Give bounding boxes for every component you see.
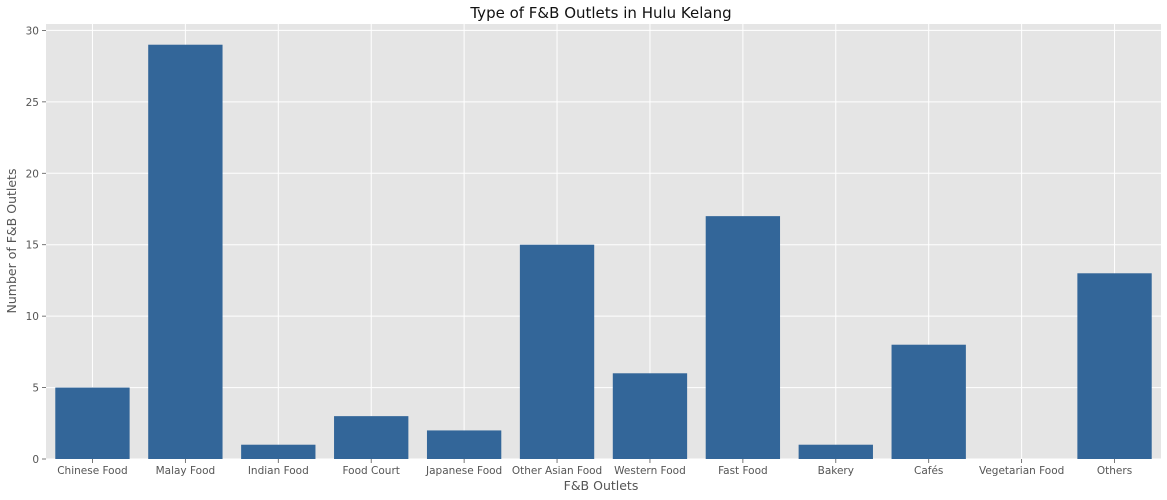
chart-title: Type of F&B Outlets in Hulu Kelang xyxy=(469,4,731,22)
x-tick-label: Cafés xyxy=(914,465,943,477)
x-tick-label: Japanese Food xyxy=(425,465,502,477)
x-tick-label: Chinese Food xyxy=(57,465,127,477)
x-tick-label: Other Asian Food xyxy=(512,465,602,477)
y-tick-label: 10 xyxy=(26,311,39,323)
bar-caf-s xyxy=(891,344,966,459)
x-tick-label: Fast Food xyxy=(718,465,768,477)
bar-indian-food xyxy=(241,444,316,459)
x-tick-label: Others xyxy=(1097,465,1132,477)
y-tick-label: 25 xyxy=(26,97,39,109)
bar-western-food xyxy=(612,373,688,459)
bar-japanese-food xyxy=(426,430,502,459)
y-tick-label: 0 xyxy=(32,454,39,466)
y-tick-label: 5 xyxy=(32,383,39,395)
bar-bakery xyxy=(798,444,873,459)
bars xyxy=(55,44,1152,459)
x-tick-labels: Chinese Food Malay Food Indian Food Food Co… xyxy=(57,459,1132,477)
plot-area xyxy=(46,24,1161,459)
x-tick-label: Western Food xyxy=(614,465,686,477)
x-axis-label: F&B Outlets xyxy=(564,478,639,493)
bar-others xyxy=(1077,273,1152,459)
y-tick-label: 15 xyxy=(26,240,39,252)
x-tick-label: Malay Food xyxy=(156,465,216,477)
x-tick-label: Food Court xyxy=(343,465,400,477)
bar-malay-food xyxy=(148,44,223,459)
bar-fast-food xyxy=(705,216,781,459)
y-tick-label: 30 xyxy=(26,25,39,37)
y-tick-label: 20 xyxy=(26,168,39,180)
y-axis-label: Number of F&B Outlets xyxy=(4,169,19,314)
y-tick-labels: 0 5 10 15 20 25 30 xyxy=(26,25,46,466)
x-tick-label: Bakery xyxy=(818,465,854,477)
bar-chinese-food xyxy=(55,387,130,459)
x-tick-label: Indian Food xyxy=(248,465,309,477)
bar-food-court xyxy=(334,416,409,459)
x-tick-label: Vegetarian Food xyxy=(979,465,1064,477)
bar-other-asian-food xyxy=(519,244,595,459)
